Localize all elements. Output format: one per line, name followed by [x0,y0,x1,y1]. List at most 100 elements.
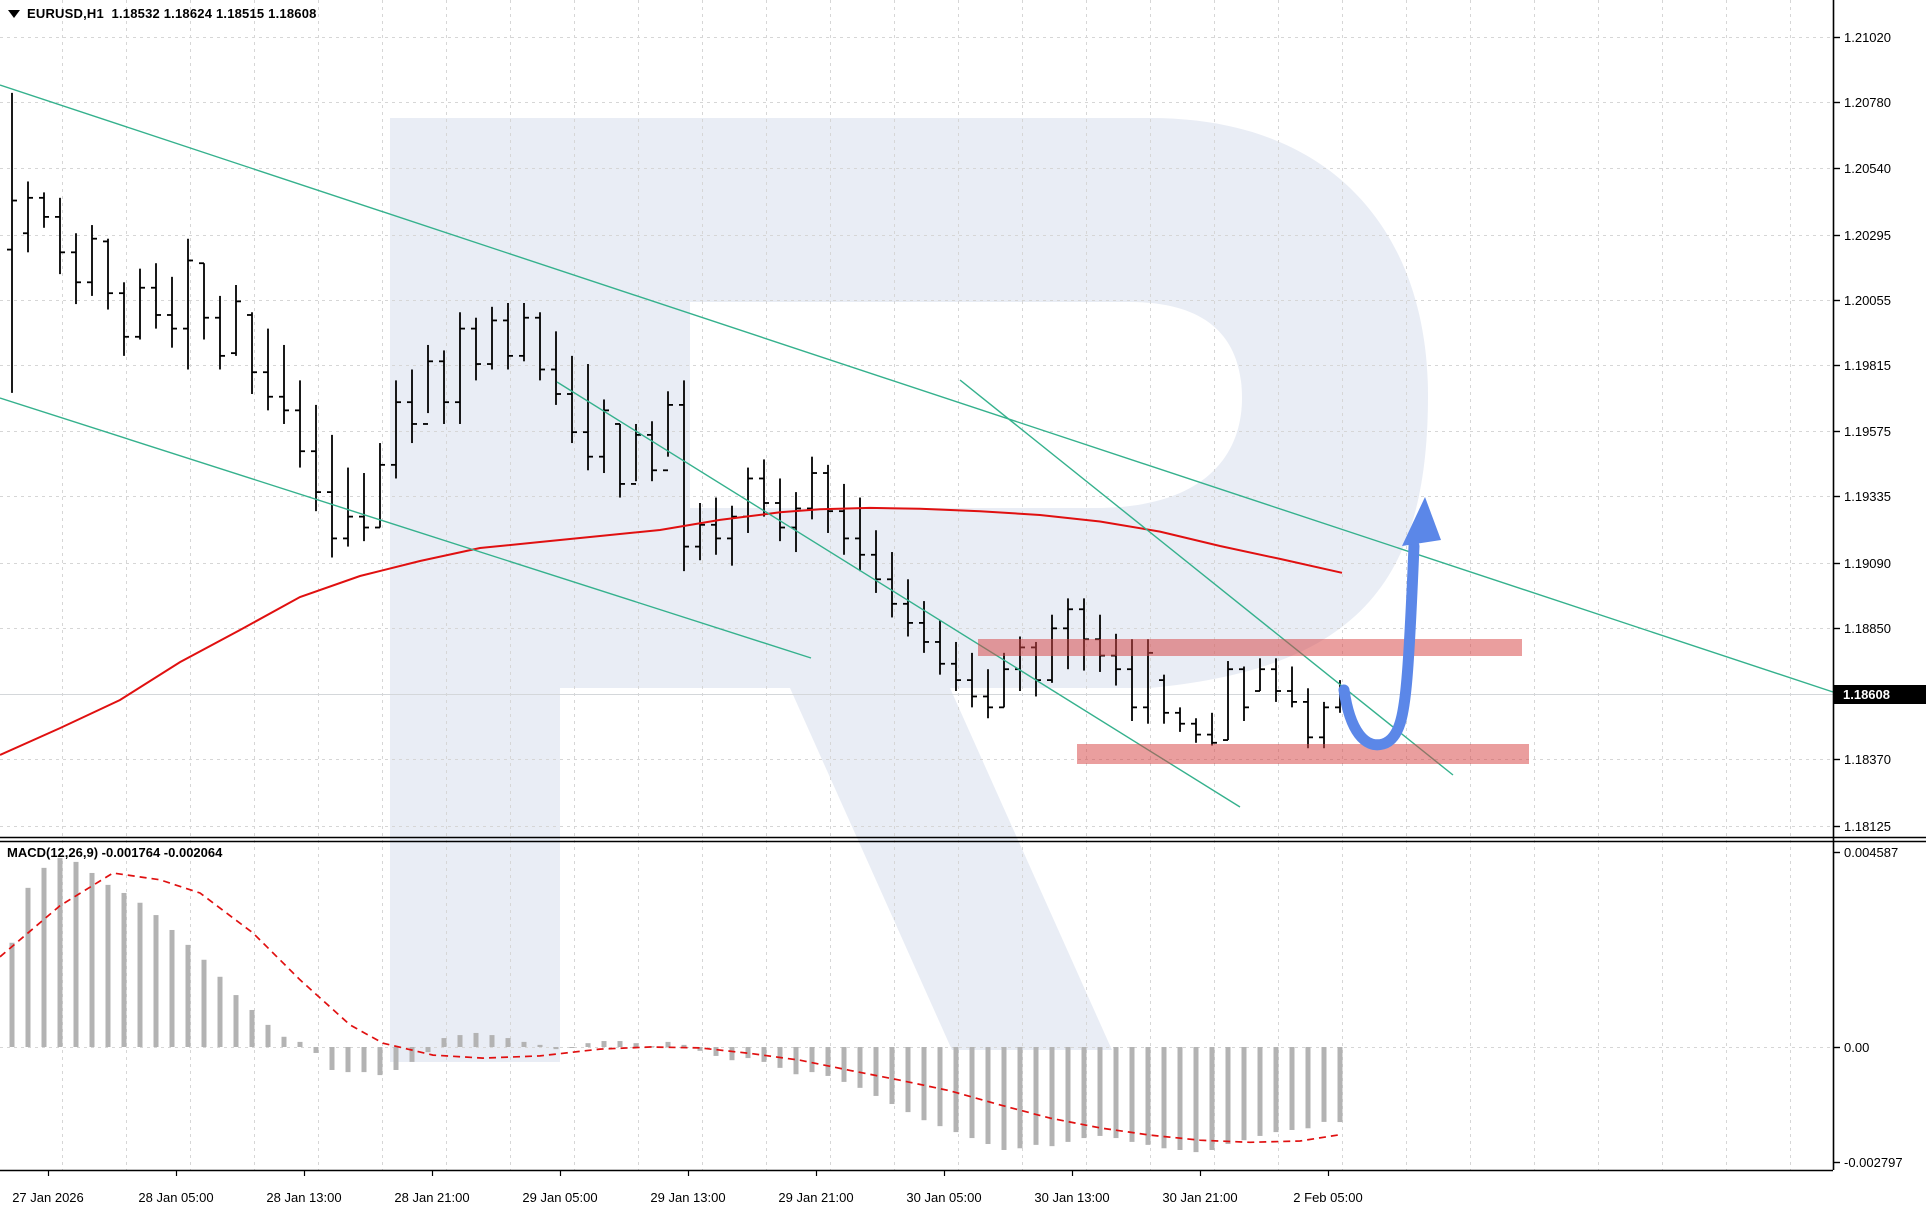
time-axis-label: 29 Jan 05:00 [522,1190,597,1205]
macd-histogram-bar [921,1047,927,1121]
macd-histogram-bar [649,1046,655,1048]
macd-histogram-bar [1225,1047,1231,1145]
trendline[interactable] [0,84,1834,693]
macd-histogram-bar [617,1041,623,1047]
watermark-logo-r-leg [790,688,1112,1050]
macd-histogram-bar [1113,1047,1119,1139]
macd-histogram-bar [553,1047,559,1050]
macd-histogram-bar [537,1044,543,1047]
time-axis-label: 30 Jan 05:00 [906,1190,981,1205]
macd-indicator-label: MACD(12,26,9) -0.001764 -0.002064 [7,845,223,860]
time-axis-label: 28 Jan 13:00 [266,1190,341,1205]
macd-histogram-bar [25,887,31,1047]
time-axis-strip [0,1171,1926,1213]
macd-histogram-bar [121,892,127,1047]
time-axis-label: 29 Jan 13:00 [650,1190,725,1205]
macd-histogram-bar [1129,1047,1135,1142]
macd-axis-label: 0.004587 [1844,845,1898,860]
macd-histogram-bar [329,1047,335,1070]
macd-histogram-bar [41,867,47,1047]
price-axis-label: 1.19815 [1844,358,1891,373]
macd-histogram-bar [473,1032,479,1047]
macd-histogram-bar [665,1041,671,1047]
macd-histogram-bar [585,1043,591,1047]
macd-histogram-bar [873,1047,879,1096]
macd-histogram-bar [1017,1047,1023,1149]
macd-histogram-bar [1321,1047,1327,1122]
macd-histogram-bar [569,1047,575,1048]
macd-histogram-bar [233,995,239,1047]
macd-histogram-bar [1273,1047,1279,1133]
trendline[interactable] [556,381,1241,808]
macd-histogram-bar [937,1047,943,1127]
symbol-info-bar: EURUSD,H1 1.18532 1.18624 1.18515 1.1860… [4,4,317,22]
macd-histogram-bar [297,1041,303,1047]
macd-histogram-bar [185,944,191,1047]
macd-histogram-bar [953,1047,959,1133]
macd-histogram-bar [761,1047,767,1062]
macd-histogram-bar [57,858,63,1047]
macd-histogram-bar [361,1047,367,1073]
macd-histogram-bar [441,1038,447,1047]
macd-histogram-bar [1305,1047,1311,1129]
supply-demand-zone[interactable] [978,639,1522,656]
macd-histogram-bar [729,1047,735,1061]
macd-histogram-bar [153,915,159,1047]
macd-histogram-bar [1033,1047,1039,1145]
time-axis-label: 2 Feb 05:00 [1293,1190,1362,1205]
price-axis-label: 1.19090 [1844,556,1891,571]
time-axis-label: 28 Jan 21:00 [394,1190,469,1205]
trendline[interactable] [0,397,812,659]
price-axis-label: 1.20295 [1844,228,1891,243]
macd-histogram-bar [377,1047,383,1076]
current-price-label: 1.18608 [1834,685,1926,704]
macd-histogram-bar [169,929,175,1047]
watermark-logo-r [390,118,1428,1062]
price-axis-strip [1833,0,1926,1213]
price-axis-label: 1.18125 [1844,819,1891,834]
time-axis-label: 27 Jan 2026 [12,1190,84,1205]
macd-histogram-bar [217,976,223,1047]
trendline[interactable] [959,379,1454,776]
macd-histogram-bar [793,1047,799,1075]
macd-histogram-bar [745,1047,751,1059]
macd-histogram-bar [1097,1047,1103,1136]
macd-histogram-bar [969,1047,975,1139]
macd-histogram-bar [1241,1047,1247,1141]
macd-signal-line [0,872,1341,1144]
arrow-up-icon[interactable] [1402,497,1441,546]
time-axis-label: 30 Jan 21:00 [1162,1190,1237,1205]
time-axis-label: 30 Jan 13:00 [1034,1190,1109,1205]
macd-histogram-bar [889,1047,895,1105]
price-axis-label: 1.20540 [1844,161,1891,176]
macd-histogram-bar [1257,1047,1263,1136]
macd-histogram-bar [73,861,79,1047]
macd-histogram-bar [825,1047,831,1076]
macd-histogram-bar [633,1043,639,1047]
time-axis-label: 28 Jan 05:00 [138,1190,213,1205]
macd-histogram-bar [1289,1047,1295,1130]
moving-average-line[interactable] [0,506,1343,756]
macd-histogram-bar [1337,1047,1343,1123]
price-axis-label: 1.20780 [1844,95,1891,110]
price-axis-label: 1.19575 [1844,424,1891,439]
symbol-dropdown-icon[interactable] [8,10,20,18]
macd-histogram-bar [601,1041,607,1047]
macd-histogram-bar [425,1047,431,1053]
macd-axis-label: 0.00 [1844,1040,1869,1055]
price-axis-label: 1.21020 [1844,30,1891,45]
supply-demand-zone[interactable] [1077,744,1529,764]
macd-histogram-bar [409,1047,415,1062]
macd-histogram-bar [1209,1047,1215,1150]
ohlc-bars [7,92,1345,749]
macd-histogram-bar [857,1047,863,1088]
time-axis-label: 29 Jan 21:00 [778,1190,853,1205]
macd-histogram-bar [313,1047,319,1053]
macd-histogram-bar [505,1038,511,1047]
macd-histogram-bar [105,884,111,1047]
bounce-arrow-shaft[interactable] [1338,540,1420,751]
macd-histogram-bar [985,1047,991,1145]
macd-histogram-bar [249,1009,255,1047]
